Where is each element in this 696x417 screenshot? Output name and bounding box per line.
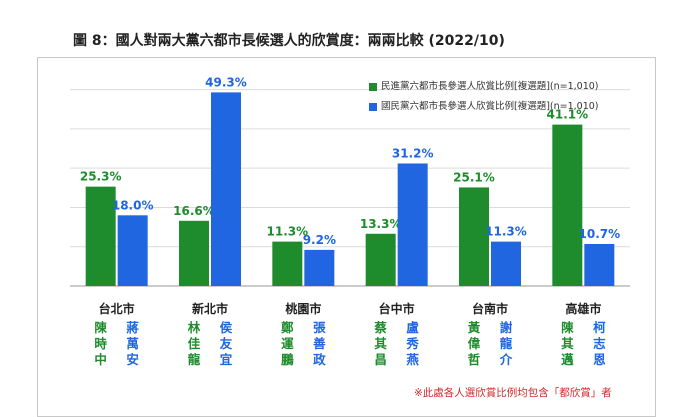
data-label: 9.2%	[303, 233, 336, 247]
bar-dpp	[459, 187, 489, 286]
category-label: 桃園市	[285, 302, 322, 316]
data-label: 25.3%	[80, 170, 122, 184]
candidate-name-dpp: 陳時中	[94, 320, 107, 367]
data-label: 18.0%	[112, 198, 154, 212]
data-label: 16.6%	[173, 204, 215, 218]
chart-legend: 民進黨六都市長參選人欣賞比例[複選題](n=1,010) 國民黨六都市長參選人欣…	[369, 77, 599, 117]
legend-label-dpp: 民進黨六都市長參選人欣賞比例[複選題](n=1,010)	[381, 81, 599, 92]
data-label: 25.1%	[453, 170, 495, 184]
legend-swatch-dpp	[369, 83, 377, 91]
data-label: 31.2%	[392, 146, 434, 160]
bar-kmt	[117, 215, 148, 286]
candidate-name-dpp: 陳其邁	[561, 320, 574, 367]
bar-kmt	[491, 241, 521, 286]
bar-kmt	[304, 249, 335, 286]
candidate-name-dpp: 林佳龍	[187, 320, 201, 367]
data-label: 10.7%	[579, 227, 621, 241]
data-label: 49.3%	[205, 75, 247, 89]
candidate-name-dpp: 黃偉哲	[467, 320, 481, 367]
bar-dpp	[85, 186, 116, 286]
candidate-name-kmt: 侯友宜	[219, 320, 233, 367]
legend-item-dpp: 民進黨六都市長參選人欣賞比例[複選題](n=1,010)	[369, 77, 599, 97]
bar-dpp	[552, 124, 583, 287]
candidate-name-dpp: 蔡其昌	[374, 320, 387, 367]
data-label: 11.3%	[267, 225, 309, 239]
data-label: 11.3%	[485, 225, 527, 239]
bar-kmt	[584, 243, 615, 286]
candidate-name-kmt: 盧秀燕	[406, 320, 419, 367]
bar-kmt	[211, 92, 241, 286]
category-label: 台中市	[378, 302, 415, 316]
bar-chart: 25.3%18.0% 16.6%49.3%11.3%9.2%13.3%31.2%2…	[70, 75, 630, 287]
bar-dpp	[179, 220, 209, 286]
legend-swatch-kmt	[369, 103, 377, 111]
data-label: 13.3%	[360, 217, 402, 231]
candidate-name-dpp: 鄭運鵬	[281, 320, 294, 367]
category-label: 台南市	[471, 302, 508, 316]
candidate-name-kmt: 蔣萬安	[126, 320, 139, 367]
category-label: 新北市	[191, 302, 228, 316]
legend-label-kmt: 國民黨六都市長參選人欣賞比例[複選題](n=1,010)	[381, 101, 599, 112]
legend-item-kmt: 國民黨六都市長參選人欣賞比例[複選題](n=1,010)	[369, 97, 599, 117]
bar-kmt	[397, 163, 428, 286]
footnote: ※此處各人選欣賞比例均包含「都欣賞」者	[414, 387, 612, 399]
data-label: 41.1%	[547, 108, 589, 122]
candidate-name-kmt: 謝龍介	[499, 320, 513, 367]
chart-title: 圖 8：國人對兩大黨六都市長候選人的欣賞度：兩兩比較 (2022/10)	[73, 33, 505, 49]
bar-dpp	[272, 241, 303, 286]
category-label: 台北市	[98, 302, 135, 316]
category-label: 高雄市	[565, 302, 602, 316]
bar-dpp	[365, 233, 396, 286]
candidate-name-kmt: 張善政	[313, 320, 326, 367]
candidate-name-kmt: 柯志恩	[593, 320, 606, 367]
